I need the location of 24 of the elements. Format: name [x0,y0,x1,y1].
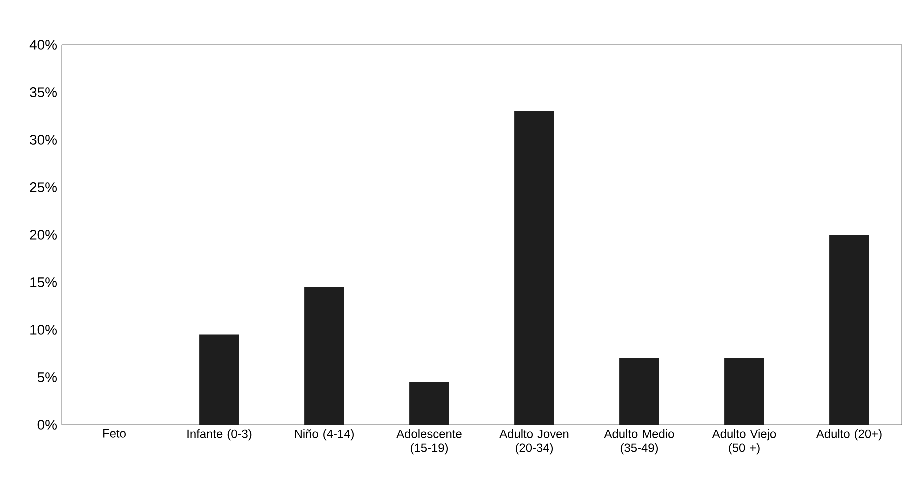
y-tick-label: 15% [30,278,57,288]
y-tick-label: 30% [30,135,57,145]
x-tick-label: Adulto Joven (20-34) [500,430,569,455]
x-tick-label: Feto [104,430,126,438]
x-tick-label: Adulto (20+) [816,430,882,441]
bar [304,287,344,425]
bar [830,234,870,425]
bar [514,111,554,425]
bar [620,358,660,425]
y-tick-label: 0% [38,420,57,430]
y-tick-label: 10% [30,325,57,335]
bar [724,358,764,425]
y-tick-label: 35% [30,88,57,98]
x-tick-label: Niño (4-14) [295,430,354,441]
y-tick-label: 25% [30,182,57,192]
y-tick-label: 5% [38,372,57,382]
y-tick-label: 40% [30,40,57,50]
x-tick-label: Adolescente (15-19) [396,430,462,455]
bar [410,382,450,425]
x-tick-label: Adulto Medio (35-49) [604,430,674,455]
x-tick-label: Adulto Viejo (50 +) [712,430,776,455]
x-tick-label: Infante (0-3) [188,430,252,441]
bar [200,334,240,425]
y-tick-label: 20% [30,230,57,240]
